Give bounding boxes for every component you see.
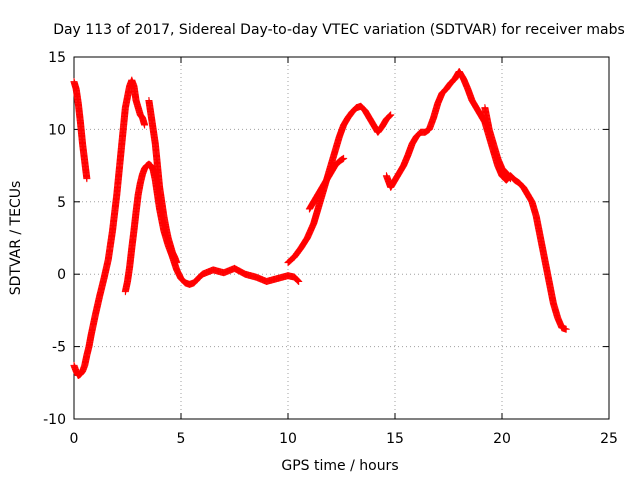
- x-tick-label: 10: [279, 431, 297, 447]
- series-seg6: [305, 154, 348, 213]
- y-tick-label: -10: [43, 412, 66, 428]
- x-tick-label: 20: [493, 431, 511, 447]
- data-point: [507, 175, 515, 183]
- data-point: [386, 112, 394, 120]
- data-points: [70, 67, 570, 380]
- x-tick-label: 25: [600, 431, 618, 447]
- data-point: [83, 175, 91, 183]
- series-seg7: [382, 67, 570, 333]
- y-tick-label: -5: [52, 340, 66, 356]
- data-point: [294, 277, 302, 285]
- grid-lines: [74, 57, 609, 419]
- x-tick-label: 0: [70, 431, 79, 447]
- data-point: [387, 111, 395, 119]
- y-tick-label: 10: [48, 122, 66, 138]
- series-seg1: [70, 78, 91, 183]
- chart-title: Day 113 of 2017, Sidereal Day-to-day VTE…: [53, 22, 625, 38]
- data-point: [173, 259, 181, 267]
- data-point: [385, 112, 393, 120]
- y-axis-label: SDTVAR / TECUs: [8, 181, 24, 296]
- data-point: [295, 277, 303, 285]
- y-tick-label: 5: [57, 195, 66, 211]
- axis-ticks: [73, 56, 610, 420]
- x-tick-label: 15: [386, 431, 404, 447]
- series-seg8: [481, 104, 515, 183]
- x-axis-label: GPS time / hours: [281, 458, 398, 474]
- series-seg2: [70, 76, 149, 380]
- plot-frame: [73, 56, 610, 420]
- data-point: [340, 154, 348, 162]
- data-point: [562, 325, 570, 333]
- series-seg4: [145, 96, 181, 267]
- x-tick-labels: 0 5 10 15 20 25: [70, 431, 618, 447]
- y-tick-labels: -10 -5 0 5 10 15: [43, 50, 66, 428]
- y-tick-label: 0: [57, 267, 66, 283]
- y-tick-label: 15: [48, 50, 66, 66]
- x-tick-label: 5: [177, 431, 186, 447]
- data-point: [293, 276, 301, 284]
- data-point: [141, 121, 149, 129]
